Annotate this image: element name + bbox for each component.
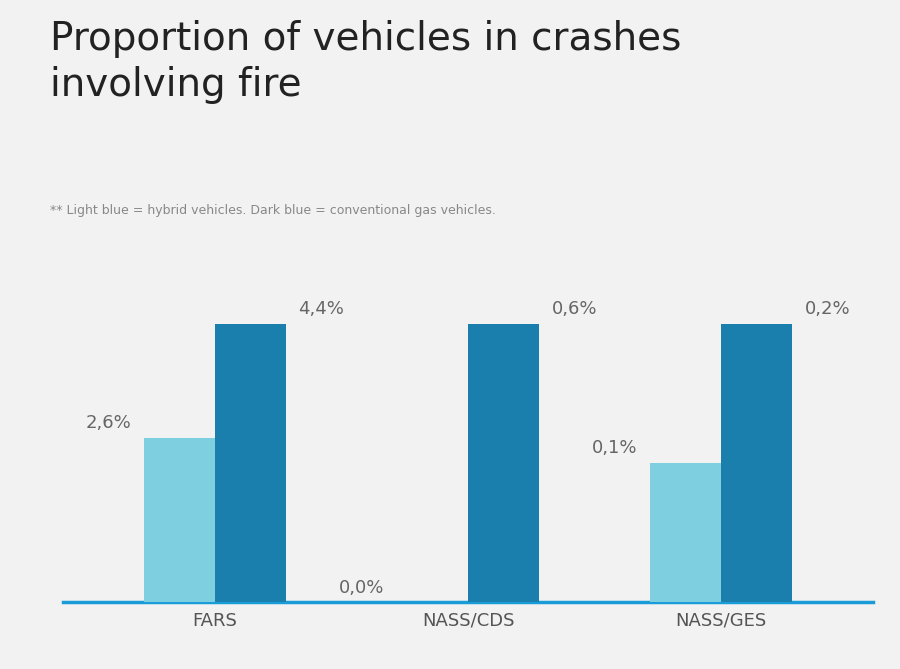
Bar xyxy=(721,324,792,602)
Text: 0,2%: 0,2% xyxy=(805,300,850,318)
Text: 0,1%: 0,1% xyxy=(592,440,637,458)
Text: 2,6%: 2,6% xyxy=(86,414,131,432)
Bar xyxy=(215,324,286,602)
Text: 4,4%: 4,4% xyxy=(299,300,345,318)
Text: 0,0%: 0,0% xyxy=(339,579,384,597)
Text: 0,6%: 0,6% xyxy=(552,300,597,318)
Bar xyxy=(650,463,721,602)
Text: ** Light blue = hybrid vehicles. Dark blue = conventional gas vehicles.: ** Light blue = hybrid vehicles. Dark bl… xyxy=(50,204,495,217)
Bar xyxy=(468,324,539,602)
Bar xyxy=(144,438,215,602)
Text: Proportion of vehicles in crashes
involving fire: Proportion of vehicles in crashes involv… xyxy=(50,20,681,104)
